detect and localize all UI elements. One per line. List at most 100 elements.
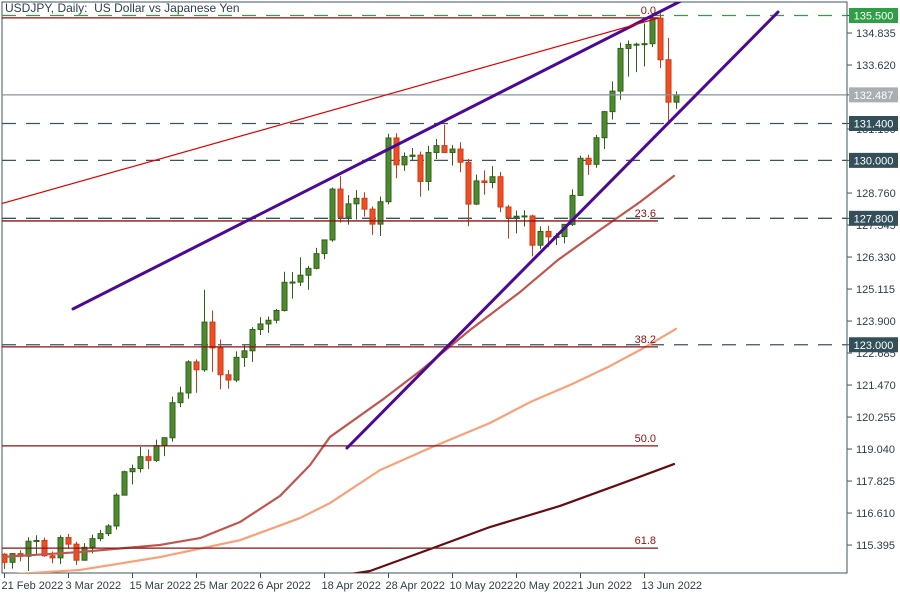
candle-body	[673, 94, 680, 103]
candle-body	[625, 43, 632, 49]
candle	[441, 124, 448, 153]
time-tick-label: 1 Jun 2022	[578, 580, 632, 592]
candlesticks	[2, 13, 680, 572]
candle-body	[249, 328, 256, 352]
price-axis[interactable]: 134.835133.620131.190128.760127.545126.3…	[847, 8, 898, 552]
candle-body	[241, 350, 248, 358]
candle	[297, 257, 304, 287]
price-tick-label: 125.115	[856, 284, 895, 296]
price-badge[interactable]	[849, 337, 898, 353]
price-badge-label: 132.487	[854, 90, 894, 102]
candle-body	[161, 437, 168, 447]
fib-level-label: 61.8	[635, 535, 656, 547]
time-tick-label: 6 Apr 2022	[258, 580, 311, 592]
candle-body	[449, 148, 456, 153]
candle	[513, 210, 520, 234]
candle-body	[481, 180, 488, 183]
price-badge[interactable]	[849, 210, 898, 226]
candle	[145, 449, 152, 470]
candle	[185, 360, 192, 399]
symbol-title: USDJPY, Daily: US Dollar vs Japanese Yen	[5, 1, 240, 15]
candle	[265, 316, 272, 333]
candle	[33, 535, 40, 555]
trendlines	[0, 0, 780, 450]
price-badge-label: 130.000	[854, 155, 894, 167]
candle-body	[353, 197, 360, 205]
candle-body	[177, 392, 184, 404]
price-tick-label: 116.610	[856, 508, 895, 520]
price-badge-label: 127.800	[854, 213, 894, 225]
candle	[657, 13, 664, 69]
fibonacci-retracement[interactable]: 0.0 23.6 38.2 50.0 61.8	[2, 5, 658, 549]
candle-body	[537, 230, 544, 246]
candle	[457, 142, 464, 173]
candle	[593, 134, 600, 168]
candle-body	[545, 230, 552, 238]
candle-body	[417, 154, 424, 182]
candle-body	[489, 176, 496, 183]
chart-plot-area[interactable]	[1, 1, 848, 574]
candle-body	[209, 321, 216, 349]
candle	[617, 42, 624, 100]
ma-mid	[13, 327, 678, 573]
candle	[393, 133, 400, 179]
candle	[585, 154, 592, 175]
candle-body	[81, 546, 88, 561]
candle-body	[361, 197, 368, 210]
candle-body	[145, 456, 152, 461]
price-badge[interactable]	[849, 8, 898, 23]
price-tick-label: 121.470	[856, 380, 896, 392]
trendline-resistance[interactable]	[0, 17, 660, 205]
price-tick-label: 119.040	[856, 444, 895, 456]
trendline-channel-upper[interactable]	[71, 0, 683, 311]
candle-body	[385, 137, 392, 203]
candle-body	[113, 494, 120, 527]
candle	[665, 37, 672, 121]
candle-body	[337, 188, 344, 218]
candle	[497, 171, 504, 213]
candle	[377, 196, 384, 236]
candle	[121, 470, 128, 496]
candle-body	[409, 154, 416, 157]
candle-body	[33, 539, 40, 542]
candle	[289, 272, 296, 299]
candle-body	[585, 157, 592, 165]
price-tick-label: 128.760	[856, 188, 896, 200]
candle-body	[569, 194, 576, 225]
time-axis[interactable]: 21 Feb 2022 3 Mar 2022 15 Mar 2022 25 Mar 2…	[2, 573, 703, 592]
candle	[433, 139, 440, 160]
price-badge-label: 135.500	[854, 11, 894, 23]
candle-body	[345, 203, 352, 218]
trendline-channel-lower[interactable]	[345, 10, 780, 450]
candle-body	[529, 215, 536, 246]
candle-body	[329, 188, 336, 241]
time-tick-label: 13 Jun 2022	[642, 580, 703, 592]
price-levels	[2, 14, 847, 346]
price-tick-label: 126.330	[856, 252, 896, 264]
candle	[641, 23, 648, 67]
candle-body	[377, 201, 384, 225]
candle	[217, 339, 224, 390]
candle	[249, 327, 256, 362]
fib-level-label: 0.0	[641, 5, 656, 17]
price-badge[interactable]	[849, 152, 898, 168]
price-badge[interactable]	[849, 115, 898, 131]
candle-body	[617, 47, 624, 92]
candle	[257, 317, 264, 336]
candle	[577, 155, 584, 196]
time-tick-label: 20 May 2022	[514, 580, 578, 592]
candle-body	[9, 553, 16, 563]
candle-body	[369, 208, 376, 225]
candle	[409, 147, 416, 162]
candle-body	[25, 540, 32, 557]
candle	[625, 40, 632, 77]
candle-body	[505, 206, 512, 218]
fib-level-label: 38.2	[635, 334, 656, 346]
candle	[465, 159, 472, 227]
candle	[313, 247, 320, 270]
candle	[353, 190, 360, 220]
price-badge[interactable]	[849, 87, 898, 103]
candle-body	[465, 161, 472, 205]
